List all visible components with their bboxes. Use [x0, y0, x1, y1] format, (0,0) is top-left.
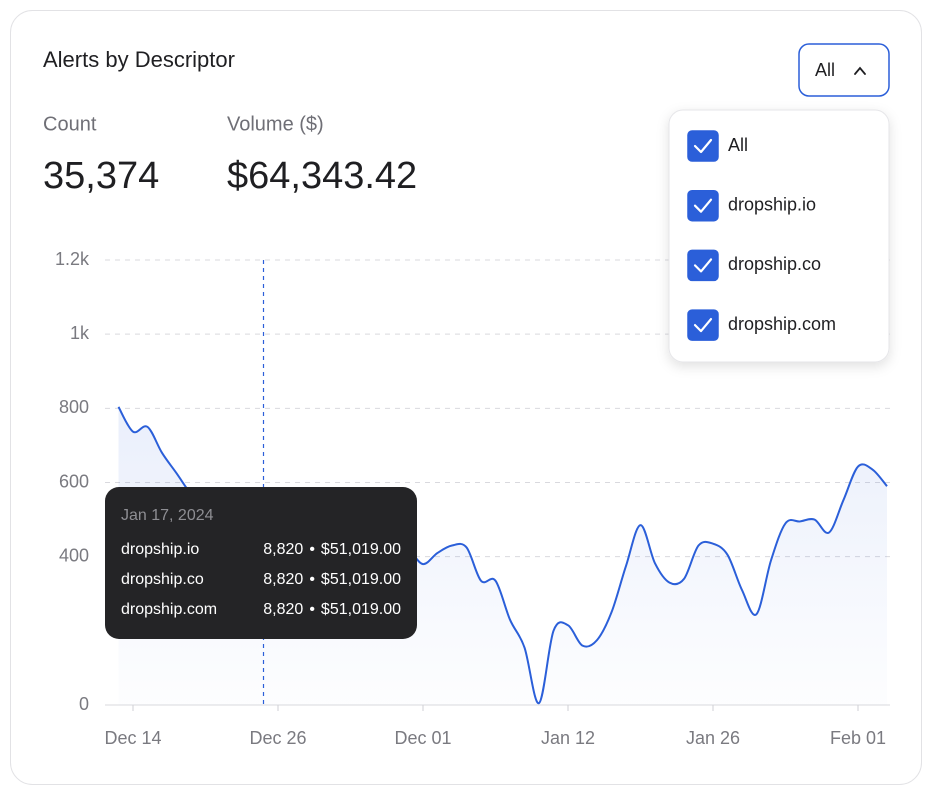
menu-option[interactable]: dropship.co: [687, 249, 821, 282]
tooltip-value: 8,820 • $51,019.00: [263, 571, 401, 588]
x-tick-label: Dec 26: [249, 728, 306, 748]
checkbox[interactable]: [687, 309, 719, 341]
menu-option[interactable]: All: [687, 130, 748, 162]
stat-label: Count: [43, 113, 97, 135]
stat-label: Volume ($): [227, 113, 324, 135]
tooltip-count: 8,820: [263, 541, 303, 558]
y-tick-label: 400: [59, 545, 89, 565]
menu-panel: [668, 109, 890, 363]
chevron: [854, 66, 866, 75]
x-tick-label: Dec 14: [104, 728, 161, 748]
x-tick-label: Feb 01: [830, 728, 886, 748]
tooltip-separator: •: [309, 541, 315, 558]
checkmark: [693, 258, 713, 273]
tooltip-count: 8,820: [263, 571, 303, 588]
stat-value: $64,343.42: [227, 155, 417, 197]
y-tick-label: 1k: [70, 323, 90, 343]
checkmark: [693, 198, 713, 213]
menu-option[interactable]: dropship.com: [687, 309, 836, 341]
card-title: Alerts by Descriptor: [43, 47, 235, 72]
y-tick-label: 600: [59, 471, 89, 491]
tooltip-volume: $51,019.00: [321, 541, 401, 558]
x-tick-label: Jan 12: [541, 728, 595, 748]
tooltip-name: dropship.com: [121, 601, 217, 618]
dropdown-menu: All dropship.io dropship.co dropship.com: [668, 109, 890, 363]
tooltip-name: dropship.io: [121, 541, 199, 558]
checkmark: [693, 318, 713, 333]
tooltip-count: 8,820: [263, 601, 303, 618]
checkbox[interactable]: [687, 130, 719, 162]
y-tick-label: 1.2k: [55, 249, 90, 269]
option-label[interactable]: All: [728, 135, 748, 155]
option-label[interactable]: dropship.com: [728, 314, 836, 334]
dropdown-button[interactable]: All: [798, 43, 890, 97]
tooltip-volume: $51,019.00: [321, 601, 401, 618]
tooltip-separator: •: [309, 571, 315, 588]
stat-value: 35,374: [43, 155, 159, 197]
tooltip-box: [105, 487, 417, 639]
checkbox[interactable]: [687, 189, 719, 222]
tooltip-date: Jan 17, 2024: [121, 507, 214, 524]
tooltip: Jan 17, 2024 dropship.io 8,820 • $51,019.00…: [105, 487, 417, 639]
menu-option[interactable]: dropship.io: [687, 189, 816, 222]
checkmark: [693, 138, 713, 154]
y-tick-label: 0: [79, 694, 89, 714]
button-frame[interactable]: [798, 43, 890, 97]
tooltip-volume: $51,019.00: [321, 571, 401, 588]
tooltip-name: dropship.co: [121, 571, 204, 588]
tooltip-value: 8,820 • $51,019.00: [263, 601, 401, 618]
button-label[interactable]: All: [815, 60, 835, 80]
option-label[interactable]: dropship.io: [728, 194, 816, 214]
y-tick-label: 800: [59, 397, 89, 417]
x-tick-label: Dec 01: [394, 728, 451, 748]
option-label[interactable]: dropship.co: [728, 254, 821, 274]
x-tick-label: Jan 26: [686, 728, 740, 748]
tooltip-value: 8,820 • $51,019.00: [263, 541, 401, 558]
tooltip-separator: •: [309, 601, 315, 618]
checkbox[interactable]: [687, 249, 719, 282]
